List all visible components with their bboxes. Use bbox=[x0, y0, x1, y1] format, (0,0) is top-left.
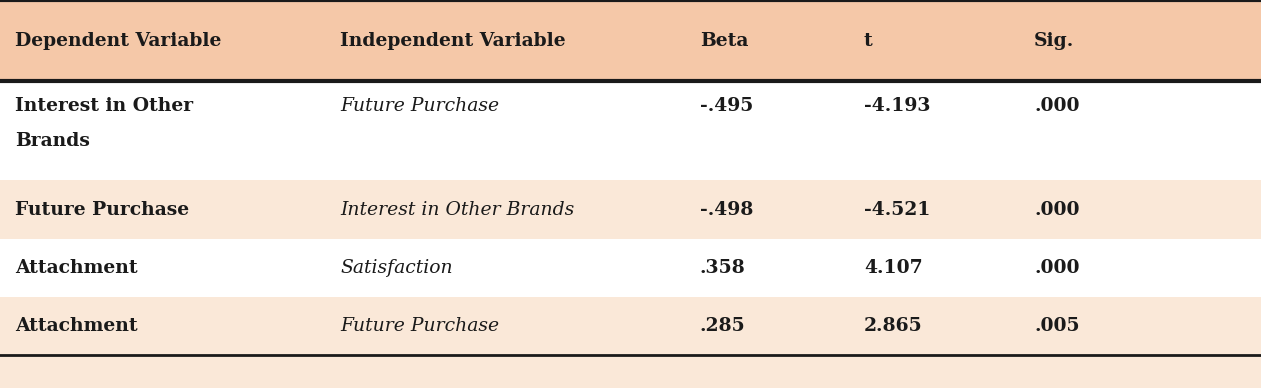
Text: Future Purchase: Future Purchase bbox=[340, 97, 499, 115]
Text: .000: .000 bbox=[1034, 201, 1079, 218]
Text: t: t bbox=[864, 32, 873, 50]
Text: Sig.: Sig. bbox=[1034, 32, 1074, 50]
Text: .285: .285 bbox=[700, 317, 745, 335]
Text: .358: .358 bbox=[700, 259, 745, 277]
Text: Independent Variable: Independent Variable bbox=[340, 32, 566, 50]
Text: .000: .000 bbox=[1034, 97, 1079, 115]
Bar bbox=[0, 180, 1261, 239]
Text: Interest in Other Brands: Interest in Other Brands bbox=[340, 201, 575, 218]
Text: -4.521: -4.521 bbox=[864, 201, 931, 218]
Text: Satisfaction: Satisfaction bbox=[340, 259, 453, 277]
Bar bbox=[0, 297, 1261, 355]
Bar bbox=[0, 0, 1261, 81]
Text: -.498: -.498 bbox=[700, 201, 753, 218]
Bar bbox=[0, 81, 1261, 180]
Text: Future Purchase: Future Purchase bbox=[340, 317, 499, 335]
Text: Attachment: Attachment bbox=[15, 259, 137, 277]
Text: 4.107: 4.107 bbox=[864, 259, 922, 277]
Text: .000: .000 bbox=[1034, 259, 1079, 277]
Bar bbox=[0, 239, 1261, 297]
Bar bbox=[0, 355, 1261, 388]
Text: .005: .005 bbox=[1034, 317, 1079, 335]
Text: -.495: -.495 bbox=[700, 97, 753, 115]
Text: Dependent Variable: Dependent Variable bbox=[15, 32, 222, 50]
Text: 2.865: 2.865 bbox=[864, 317, 922, 335]
Text: Interest in Other: Interest in Other bbox=[15, 97, 193, 115]
Text: Attachment: Attachment bbox=[15, 317, 137, 335]
Text: Future Purchase: Future Purchase bbox=[15, 201, 189, 218]
Text: Brands: Brands bbox=[15, 132, 90, 150]
Text: Beta: Beta bbox=[700, 32, 748, 50]
Text: -4.193: -4.193 bbox=[864, 97, 931, 115]
